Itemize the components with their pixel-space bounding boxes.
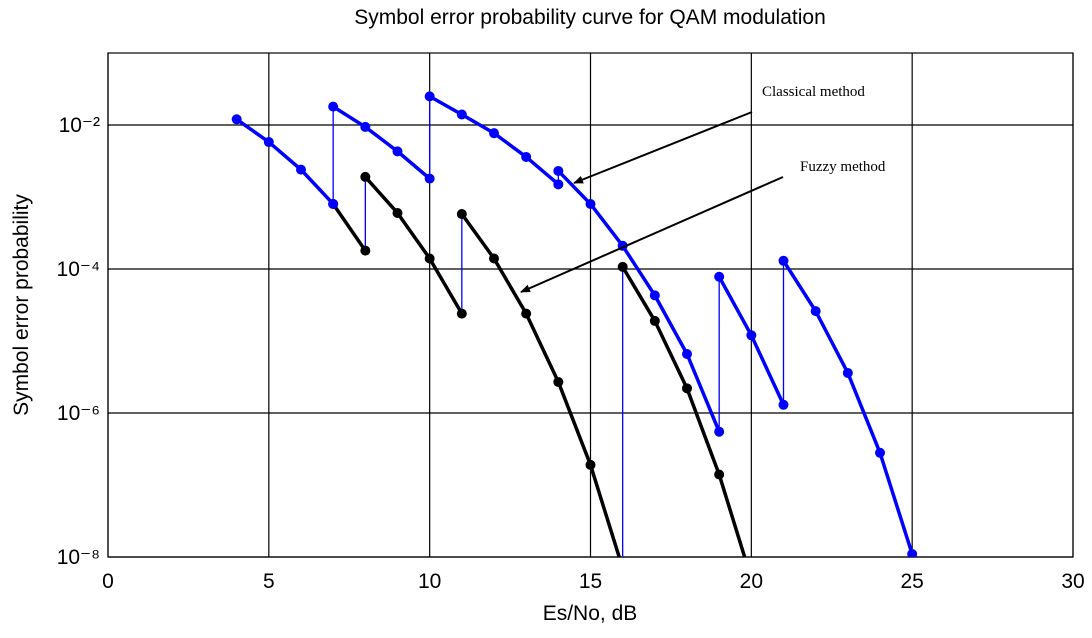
marker bbox=[618, 563, 628, 573]
x-tick-label: 30 bbox=[1061, 570, 1084, 593]
marker bbox=[521, 308, 532, 319]
line-segment bbox=[235, 117, 335, 206]
marker bbox=[360, 121, 371, 132]
y-axis-label: Symbol error probability bbox=[10, 194, 33, 416]
marker bbox=[521, 151, 532, 162]
y-tick-label: 10⁻⁸ bbox=[57, 546, 100, 569]
marker bbox=[682, 348, 692, 359]
x-tick-label: 5 bbox=[263, 570, 275, 593]
y-tick-label: 10⁻⁶ bbox=[57, 402, 100, 425]
marker bbox=[617, 261, 628, 272]
marker bbox=[810, 306, 821, 317]
marker bbox=[328, 198, 339, 209]
marker bbox=[456, 308, 467, 319]
x-tick-label: 15 bbox=[579, 570, 602, 593]
marker bbox=[778, 255, 789, 266]
marker bbox=[553, 376, 564, 387]
marker bbox=[263, 137, 274, 148]
marker bbox=[714, 426, 725, 437]
line-segment bbox=[331, 202, 367, 252]
marker bbox=[875, 447, 885, 458]
marker bbox=[585, 459, 596, 470]
marker bbox=[714, 469, 725, 480]
marker bbox=[328, 101, 339, 112]
marker bbox=[296, 164, 306, 175]
marker bbox=[489, 128, 499, 139]
marker bbox=[714, 271, 725, 282]
annotation: Fuzzy method bbox=[800, 159, 886, 175]
marker bbox=[907, 549, 918, 557]
marker bbox=[489, 253, 499, 264]
marker bbox=[585, 198, 596, 209]
marker bbox=[360, 245, 371, 256]
marker bbox=[392, 207, 403, 218]
x-tick-label: 10 bbox=[418, 570, 441, 593]
annotation-arrow bbox=[520, 176, 784, 293]
marker bbox=[553, 165, 564, 176]
y-tick-label: 10⁻² bbox=[59, 114, 100, 137]
line-segment bbox=[460, 213, 622, 557]
marker bbox=[649, 290, 660, 301]
marker bbox=[778, 399, 789, 410]
line-segment bbox=[557, 169, 721, 433]
marker bbox=[553, 179, 564, 190]
marker bbox=[456, 109, 467, 120]
marker bbox=[424, 91, 435, 102]
marker bbox=[424, 173, 435, 184]
marker bbox=[360, 171, 371, 182]
x-axis-label: Es/No, dB bbox=[543, 602, 638, 625]
x-tick-label: 0 bbox=[102, 570, 114, 593]
x-tick-label: 20 bbox=[740, 570, 763, 593]
marker bbox=[392, 146, 403, 157]
marker bbox=[682, 383, 692, 394]
y-tick-label: 10⁻⁴ bbox=[57, 258, 100, 281]
marker bbox=[456, 209, 467, 220]
marker bbox=[231, 114, 242, 125]
marker bbox=[424, 253, 435, 264]
line-segment bbox=[332, 105, 431, 180]
annotation: Classical method bbox=[762, 84, 865, 100]
marker bbox=[649, 315, 660, 326]
line-segment bbox=[364, 175, 464, 315]
annotation-arrow bbox=[573, 111, 753, 184]
marker bbox=[842, 367, 853, 378]
chart-title: Symbol error probability curve for QAM m… bbox=[354, 6, 826, 29]
x-tick-label: 25 bbox=[900, 570, 923, 593]
marker bbox=[746, 330, 757, 341]
